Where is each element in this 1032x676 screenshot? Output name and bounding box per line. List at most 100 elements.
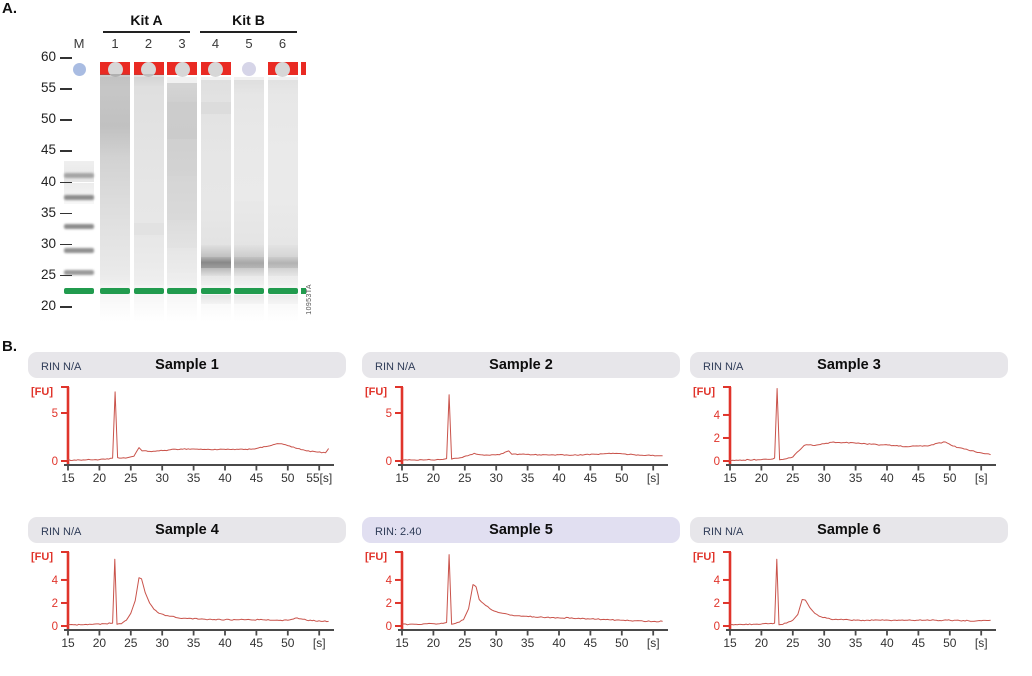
gel-smear [133,73,164,86]
electropherogram-plot: 0 2 4 [FU] 15 20 25 30 35 40 45 50 [s] [365,551,668,650]
sample-title: Sample 3 [817,357,881,373]
sample-panel-2: Sample 2 RIN N/A 0 5 [FU] 15 20 25 30 35 40 45 50 [s] [362,352,680,512]
gel-smear [267,244,298,258]
gel-smear [234,257,264,264]
gel-smear [267,201,298,245]
electropherogram-plot: 0 2 4 [FU] 15 20 25 30 35 40 45 50 [s] [31,551,334,650]
y-tick-label: 0 [52,621,58,633]
x-tick-label: 45 [584,471,598,485]
panel-a-label: A. [2,0,17,17]
y-axis-unit-label: [FU] [693,551,715,563]
gel-smear [100,244,130,273]
lane-label-2: 2 [144,36,153,51]
x-tick-label: 30 [156,471,170,485]
gel-smear [200,268,231,276]
ladder-tick [60,57,72,59]
sample-well-dot [141,61,156,77]
y-axis-unit-label: [FU] [693,386,715,398]
x-tick-label: 40 [880,636,894,650]
clipped-lane-lower-marker [300,288,306,295]
x-tick-label: 25 [124,636,138,650]
rin-label: RIN N/A [41,526,82,538]
x-tick-label: 35 [521,471,535,485]
lower-marker-band [200,288,231,295]
rin-label: RIN N/A [703,526,744,538]
trace-line [401,394,663,461]
clipped-lane-well-band [300,62,306,75]
gel-smear [234,294,264,304]
gel-smear [167,272,197,286]
lower-marker-band [234,288,264,295]
x-tick-label: 15 [61,636,75,650]
ladder-tick [60,150,72,152]
sample-well-dot [107,61,123,77]
ladder-tick [60,119,72,121]
sample-panel-1: Sample 1 RIN N/A 0 5 [FU] 15 20 25 30 35 40 45 50 55[… [28,352,346,512]
gel-smear [133,86,164,139]
y-tick-label: 2 [714,598,720,610]
rin-label: RIN N/A [41,361,82,373]
x-tick-label: [s] [313,636,326,650]
lower-marker-band [267,288,298,295]
empty-well-dot [242,62,256,76]
x-tick-label: 25 [458,471,472,485]
sample-panel-4: Sample 4 RIN N/A 0 2 4 [FU] 15 20 25 30 35 40 45 50 [s… [28,517,346,676]
sample-title: Sample 1 [155,357,219,373]
gel-lane [200,77,231,322]
gel-smear [200,157,231,208]
gel-smear [234,275,264,286]
x-tick-label: 20 [93,636,107,650]
lower-marker-band [100,288,130,295]
y-tick-label: 5 [386,408,392,420]
x-tick-label: 20 [755,471,769,485]
lane-label-1: 1 [111,36,119,51]
gel-smear [200,275,231,286]
x-tick-label: 20 [427,636,441,650]
electropherogram-plot: 0 5 [FU] 15 20 25 30 35 40 45 50 55[s] [31,386,334,485]
x-tick-label: [s] [975,636,988,650]
x-tick-label: 40 [218,471,232,485]
gel-smear [167,176,197,220]
gel-smear [100,126,130,158]
x-tick-label: 40 [218,636,232,650]
gel-smear [64,160,94,183]
gel-smear [234,151,264,202]
sample-title: Sample 4 [155,522,219,538]
x-tick-label: 50 [281,471,295,485]
gel-smear [133,138,164,189]
ladder-tick [60,181,72,184]
gel-side-code: 10953TA [306,284,313,315]
sample-header: Sample 2 RIN N/A [362,352,680,378]
lane-label-3: 3 [178,36,186,51]
ladder-tick [60,274,72,277]
gel-smear [267,79,298,96]
y-tick-label: 2 [386,598,392,610]
gel-smear [167,219,197,248]
ladder-band [64,223,94,229]
x-tick-label: 50 [615,636,629,650]
sample-title: Sample 2 [489,357,553,373]
gel-smear [167,82,197,102]
trace-line [729,388,991,461]
x-tick-label: [s] [975,471,988,485]
x-tick-label: 50 [943,636,957,650]
sample-panel-3: Sample 3 RIN N/A 0 2 4 [FU] 15 20 25 30 35 40 45 50 [s… [690,352,1008,512]
y-axis-unit-label: [FU] [365,386,387,398]
x-tick-label: 15 [61,471,75,485]
gel-smear [267,268,298,276]
x-tick-label: 35 [849,471,863,485]
gel-smear [133,269,164,286]
ladder-band [64,248,94,254]
x-tick-label: 30 [818,471,832,485]
gel-smear [267,257,298,264]
gel-smear [133,222,164,236]
gel-lane [267,77,298,322]
gel-smear [267,294,298,304]
y-axis-unit-label: [FU] [365,551,387,563]
sample-header: Sample 6 RIN N/A [690,517,1008,543]
kit-a-label: Kit A [130,12,163,28]
x-tick-label: 35 [187,471,201,485]
ladder-tick [60,212,72,215]
trace-line [67,391,330,461]
